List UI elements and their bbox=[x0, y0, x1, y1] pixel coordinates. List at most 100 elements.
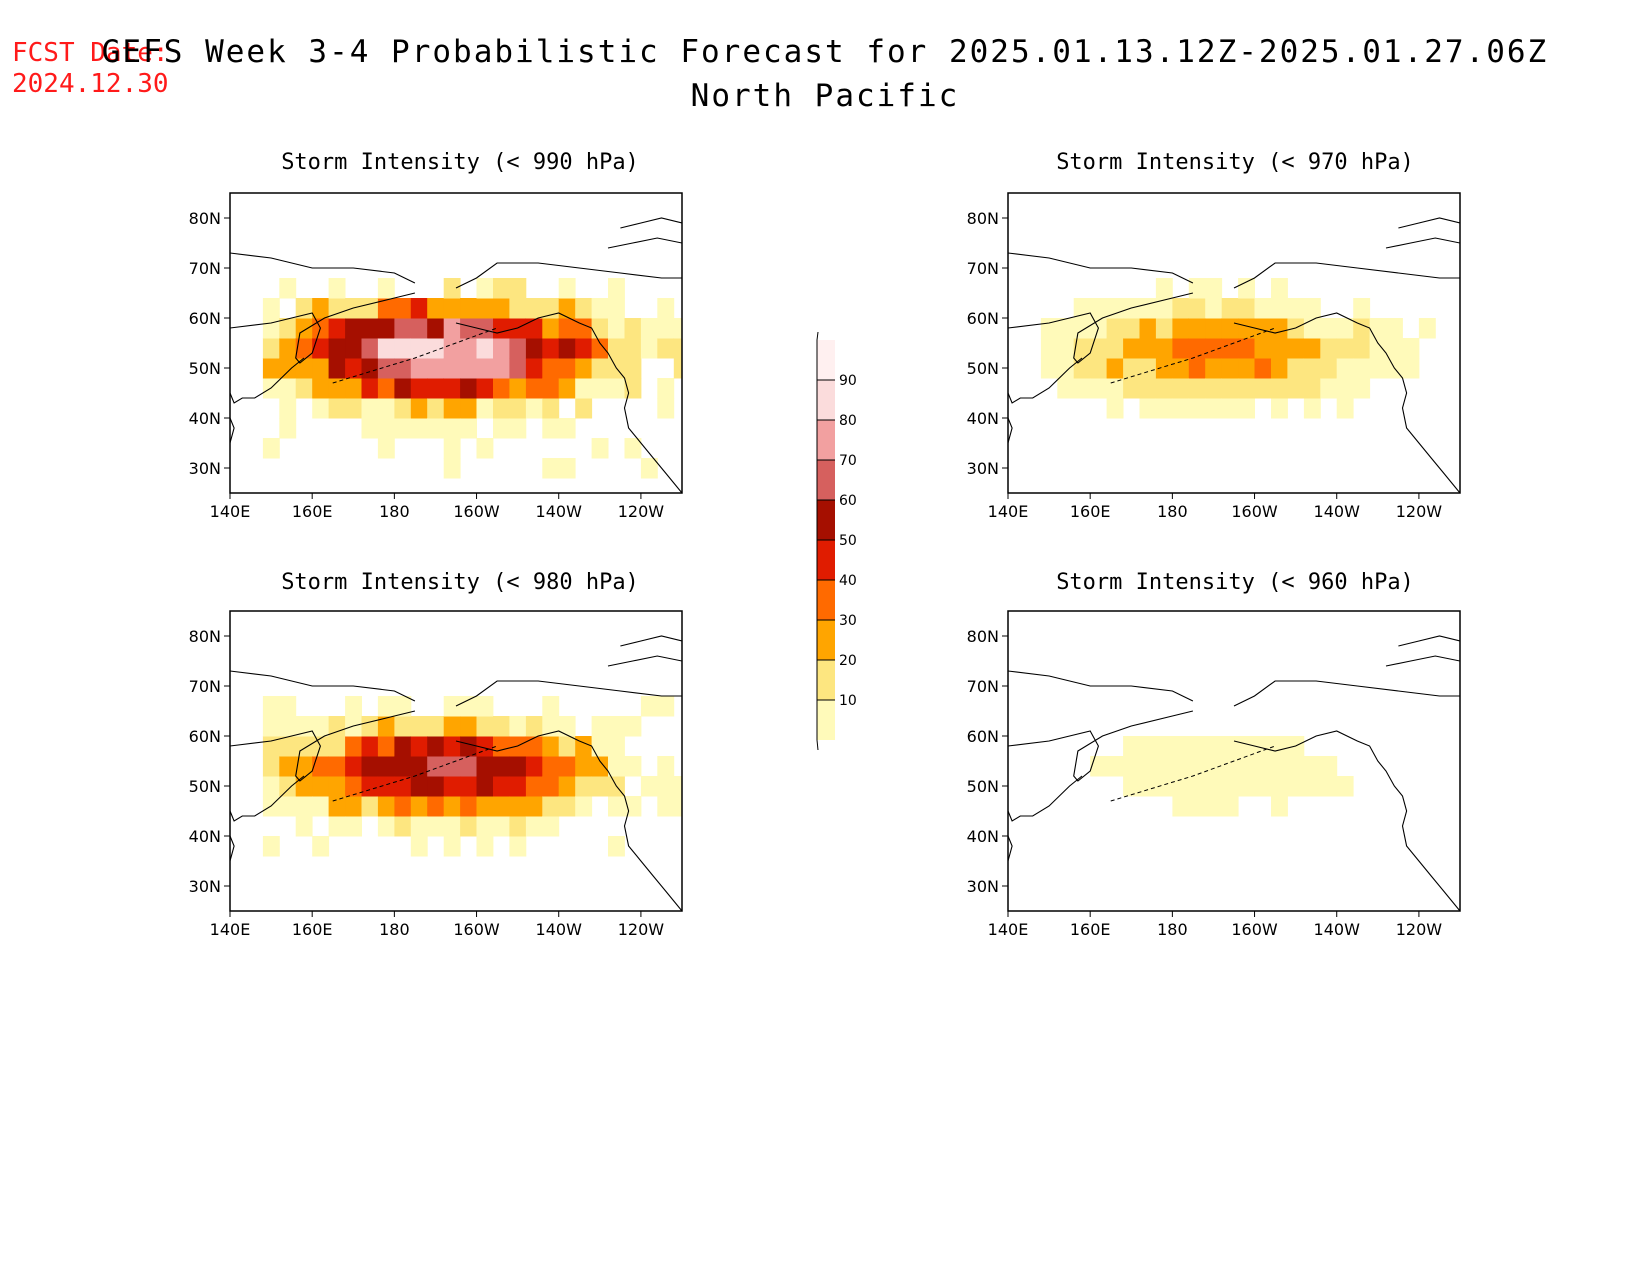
probability-cell bbox=[542, 318, 560, 339]
probability-cell bbox=[1205, 736, 1223, 757]
lon-label: 140E bbox=[210, 920, 251, 939]
probability-field bbox=[230, 217, 682, 493]
probability-cell bbox=[1205, 318, 1223, 339]
probability-cell bbox=[1205, 338, 1223, 359]
lat-label: 60N bbox=[189, 727, 221, 746]
probability-cell bbox=[1221, 318, 1239, 339]
probability-cell bbox=[1123, 318, 1140, 339]
probability-cell bbox=[525, 318, 543, 339]
probability-cell bbox=[427, 378, 445, 399]
probability-cell bbox=[1271, 358, 1288, 379]
probability-cell bbox=[608, 278, 625, 299]
coastline bbox=[1008, 835, 1013, 862]
probability-cell bbox=[1238, 756, 1255, 777]
probability-cell bbox=[394, 776, 412, 797]
probability-cell bbox=[591, 438, 609, 459]
lon-label: 160W bbox=[1231, 502, 1278, 521]
probability-cell bbox=[1205, 358, 1223, 379]
probability-cell bbox=[591, 338, 609, 359]
probability-cell bbox=[443, 338, 461, 359]
colorbar-swatch bbox=[817, 460, 835, 500]
colorbar-label: 80 bbox=[839, 413, 857, 429]
colorbar-label: 20 bbox=[839, 653, 857, 669]
lon-label: 140W bbox=[1314, 502, 1361, 521]
lon-label: 120W bbox=[1396, 920, 1443, 939]
probability-cell bbox=[279, 338, 297, 359]
probability-cell bbox=[1402, 358, 1420, 379]
colorbar-swatch bbox=[817, 660, 835, 700]
probability-cell bbox=[509, 776, 527, 797]
probability-cell bbox=[361, 418, 379, 439]
probability-cell bbox=[493, 278, 510, 299]
probability-cell bbox=[509, 278, 527, 299]
probability-cell bbox=[377, 736, 395, 757]
lat-label: 30N bbox=[967, 459, 999, 478]
probability-cell bbox=[640, 776, 658, 797]
coastline bbox=[230, 417, 235, 444]
probability-cell bbox=[1139, 318, 1157, 339]
probability-cell bbox=[1238, 398, 1255, 419]
probability-cell bbox=[312, 298, 330, 319]
probability-cell bbox=[1271, 338, 1288, 359]
coastline bbox=[230, 670, 416, 702]
probability-cell bbox=[262, 438, 280, 459]
colorbar-label: 90 bbox=[839, 373, 857, 389]
probability-cell bbox=[657, 318, 675, 339]
forecast-date: FCST Date: 2024.12.30 bbox=[12, 38, 169, 100]
probability-cell bbox=[591, 716, 609, 737]
probability-cell bbox=[558, 338, 576, 359]
map-frame bbox=[1007, 192, 1461, 494]
probability-cell bbox=[657, 696, 675, 717]
probability-field bbox=[1008, 635, 1460, 911]
coastline bbox=[1008, 710, 1194, 782]
lat-label: 70N bbox=[189, 259, 221, 278]
probability-cell bbox=[525, 716, 543, 737]
lat-label: 80N bbox=[189, 627, 221, 646]
probability-cell bbox=[427, 298, 445, 319]
probability-cell bbox=[1172, 796, 1190, 817]
probability-cell bbox=[1106, 298, 1124, 319]
lon-label: 140W bbox=[1314, 920, 1361, 939]
probability-cell bbox=[657, 398, 675, 419]
colorbar-swatch bbox=[817, 420, 835, 460]
probability-cell bbox=[509, 338, 527, 359]
probability-cell bbox=[657, 378, 675, 399]
probability-cell bbox=[1188, 338, 1206, 359]
probability-cell bbox=[1254, 338, 1272, 359]
probability-cell bbox=[295, 756, 313, 777]
probability-cell bbox=[312, 776, 330, 797]
probability-cell bbox=[377, 378, 395, 399]
probability-cell bbox=[673, 338, 682, 359]
probability-cell bbox=[558, 318, 576, 339]
colorbar-swatch bbox=[817, 580, 835, 620]
probability-cell bbox=[476, 756, 494, 777]
probability-cell bbox=[591, 298, 609, 319]
probability-cell bbox=[1188, 298, 1206, 319]
probability-cell bbox=[476, 358, 494, 379]
probability-cell bbox=[460, 736, 477, 757]
probability-cell bbox=[394, 338, 412, 359]
probability-cell bbox=[1139, 378, 1157, 399]
probability-cell bbox=[1320, 756, 1338, 777]
coastline bbox=[230, 710, 416, 782]
probability-cell bbox=[558, 278, 576, 299]
probability-cell bbox=[1205, 776, 1223, 797]
probability-cell bbox=[312, 836, 330, 857]
probability-cell bbox=[1254, 756, 1272, 777]
dateline bbox=[332, 327, 498, 384]
probability-cell bbox=[1303, 298, 1321, 319]
probability-cell bbox=[575, 358, 593, 379]
probability-cell bbox=[427, 776, 445, 797]
probability-cell bbox=[1303, 398, 1321, 419]
probability-cell bbox=[1271, 278, 1288, 299]
panel-title-960: Storm Intensity (< 960 hPa) bbox=[1056, 570, 1414, 595]
lat-label: 40N bbox=[189, 827, 221, 846]
probability-cell bbox=[1221, 298, 1239, 319]
probability-cell bbox=[1287, 338, 1305, 359]
probability-cell bbox=[1254, 298, 1272, 319]
probability-cell bbox=[1254, 736, 1272, 757]
probability-cell bbox=[377, 756, 395, 777]
probability-cell bbox=[1172, 776, 1190, 797]
probability-cell bbox=[361, 338, 379, 359]
probability-cell bbox=[427, 756, 445, 777]
